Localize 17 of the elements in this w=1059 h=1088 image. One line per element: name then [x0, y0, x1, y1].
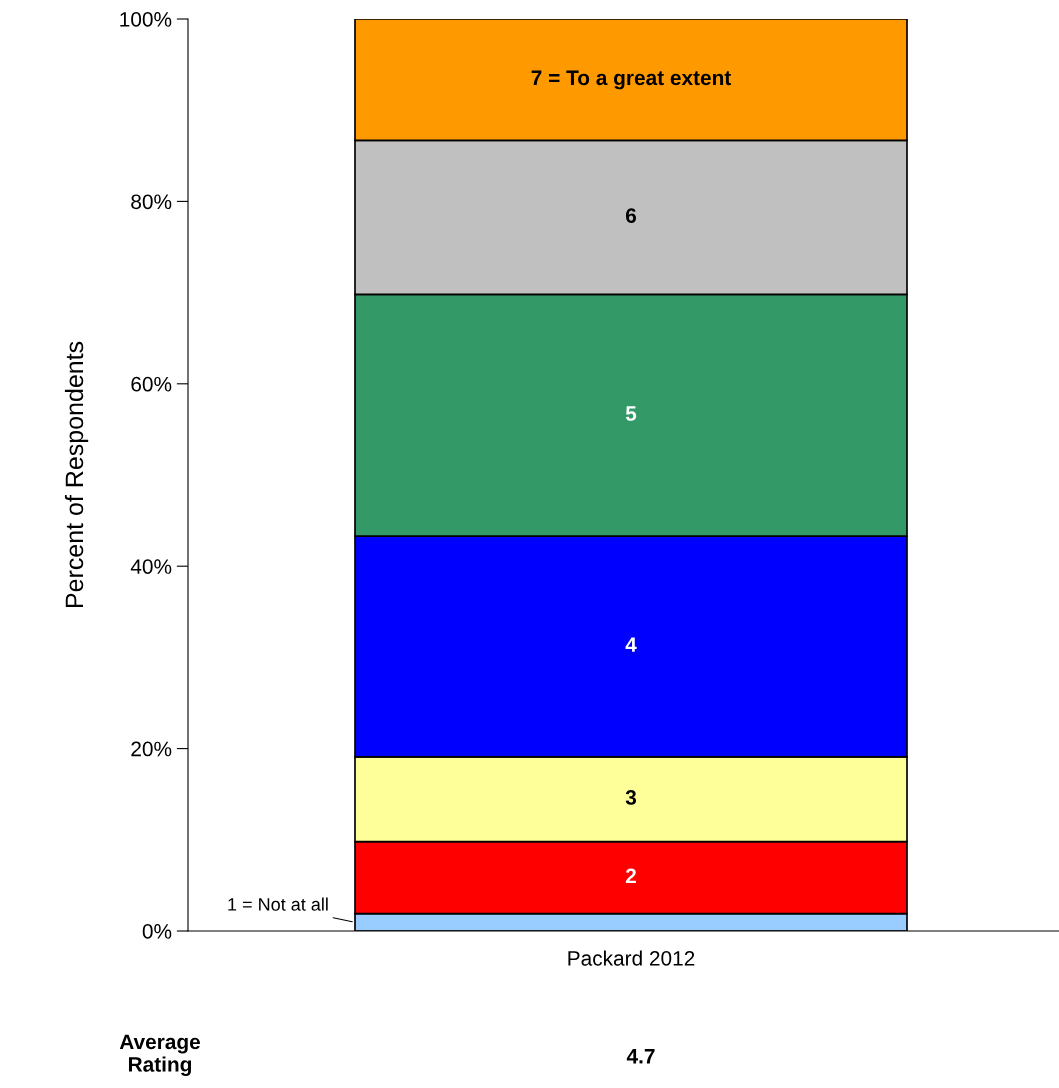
series-label: 3: [625, 790, 637, 805]
y-axis-title: Percent of Respondents: [64, 341, 89, 608]
y-tick-label: 40%: [130, 559, 172, 574]
series-label: 4: [625, 637, 637, 652]
series-label: 7 = To a great extent: [531, 70, 731, 90]
y-tick-label: 60%: [131, 376, 172, 392]
y-tick-label: 20%: [131, 741, 172, 757]
series-label: 2: [625, 868, 636, 884]
y-tick-label: 0%: [142, 924, 172, 939]
series-label: 6: [625, 208, 637, 223]
text: 4.7: [626, 1049, 655, 1064]
y-tick-label: 80%: [131, 194, 172, 210]
x-tick-label: Packard 2012: [568, 950, 695, 966]
y-tick-label: 100%: [120, 12, 172, 27]
series-label: 5: [625, 406, 637, 421]
series-label: 1 = Not at all: [228, 897, 328, 911]
text: Average Rating: [119, 1034, 201, 1076]
